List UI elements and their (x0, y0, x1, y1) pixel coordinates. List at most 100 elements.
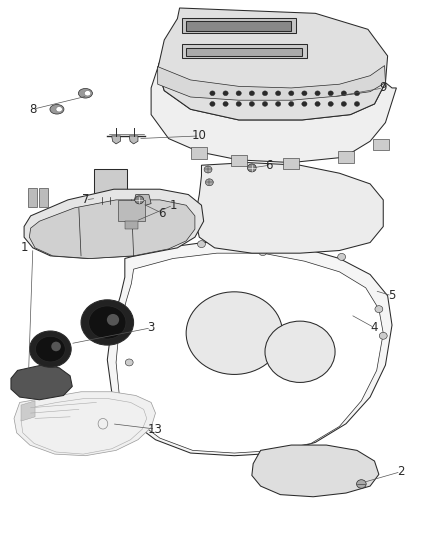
Ellipse shape (223, 101, 228, 107)
Ellipse shape (265, 321, 335, 383)
Ellipse shape (328, 101, 333, 107)
Text: 8: 8 (29, 103, 36, 116)
Ellipse shape (302, 91, 307, 96)
Ellipse shape (375, 306, 383, 312)
Ellipse shape (56, 107, 62, 112)
Text: 1: 1 (20, 241, 28, 254)
Polygon shape (252, 445, 379, 497)
Bar (182, 18, 296, 33)
Polygon shape (116, 253, 383, 453)
Ellipse shape (289, 91, 294, 96)
Text: 13: 13 (148, 423, 163, 435)
Polygon shape (151, 61, 396, 163)
Ellipse shape (223, 91, 228, 96)
Bar (373, 139, 389, 150)
Polygon shape (24, 189, 204, 259)
Ellipse shape (320, 210, 332, 222)
Ellipse shape (341, 101, 346, 107)
Bar (231, 155, 247, 166)
Bar (39, 188, 48, 207)
Ellipse shape (81, 300, 134, 345)
Ellipse shape (262, 91, 268, 96)
Ellipse shape (315, 91, 320, 96)
Text: 1: 1 (169, 199, 177, 212)
Polygon shape (29, 200, 195, 259)
Ellipse shape (210, 91, 215, 96)
Ellipse shape (35, 336, 65, 362)
Text: 7: 7 (81, 193, 89, 206)
Polygon shape (21, 401, 35, 421)
Bar (283, 158, 299, 169)
Ellipse shape (354, 91, 360, 96)
Bar (215, 201, 234, 214)
Text: 4: 4 (371, 321, 378, 334)
Ellipse shape (249, 91, 254, 96)
Ellipse shape (210, 101, 215, 107)
Ellipse shape (247, 164, 256, 172)
Bar (215, 177, 239, 192)
Ellipse shape (205, 179, 213, 186)
Polygon shape (129, 136, 138, 144)
Ellipse shape (78, 88, 92, 98)
Polygon shape (158, 66, 385, 100)
Ellipse shape (328, 91, 333, 96)
Bar (338, 151, 354, 163)
Ellipse shape (239, 192, 256, 207)
Bar (94, 169, 127, 197)
Ellipse shape (315, 101, 320, 107)
Ellipse shape (281, 232, 293, 243)
Ellipse shape (249, 101, 254, 107)
Bar (28, 188, 37, 207)
Ellipse shape (198, 241, 205, 247)
Bar (191, 147, 207, 159)
Polygon shape (11, 365, 72, 400)
Bar (125, 221, 138, 229)
Polygon shape (14, 392, 155, 456)
Ellipse shape (289, 101, 294, 107)
Ellipse shape (341, 91, 346, 96)
Ellipse shape (85, 91, 91, 96)
Polygon shape (158, 8, 388, 120)
Ellipse shape (379, 333, 387, 340)
Ellipse shape (276, 91, 281, 96)
Ellipse shape (259, 248, 267, 255)
Ellipse shape (354, 101, 360, 107)
Ellipse shape (298, 244, 306, 251)
Bar (186, 48, 302, 56)
Text: 3: 3 (148, 321, 155, 334)
Ellipse shape (125, 359, 133, 366)
Text: 5: 5 (389, 289, 396, 302)
Text: 6: 6 (158, 207, 166, 220)
Ellipse shape (262, 101, 268, 107)
Ellipse shape (51, 342, 61, 351)
Bar (118, 200, 145, 221)
Polygon shape (195, 163, 383, 253)
Polygon shape (107, 243, 392, 456)
Ellipse shape (112, 322, 120, 328)
Ellipse shape (276, 101, 281, 107)
Text: 9: 9 (379, 82, 387, 94)
Ellipse shape (186, 292, 283, 374)
Ellipse shape (107, 314, 119, 326)
Polygon shape (134, 195, 151, 207)
Ellipse shape (30, 331, 71, 367)
Ellipse shape (135, 196, 144, 204)
Text: 10: 10 (192, 130, 207, 142)
Ellipse shape (88, 306, 126, 339)
Bar (186, 21, 291, 31)
Text: 2: 2 (397, 465, 405, 478)
Ellipse shape (243, 227, 252, 237)
Ellipse shape (302, 101, 307, 107)
Ellipse shape (321, 235, 332, 245)
Ellipse shape (50, 104, 64, 114)
Ellipse shape (204, 166, 212, 173)
Ellipse shape (281, 202, 293, 214)
Ellipse shape (236, 101, 241, 107)
Ellipse shape (236, 91, 241, 96)
Ellipse shape (338, 254, 346, 260)
Bar (94, 197, 118, 211)
Text: 6: 6 (265, 159, 273, 172)
Bar (182, 44, 307, 58)
Polygon shape (112, 136, 120, 144)
Ellipse shape (357, 480, 366, 488)
